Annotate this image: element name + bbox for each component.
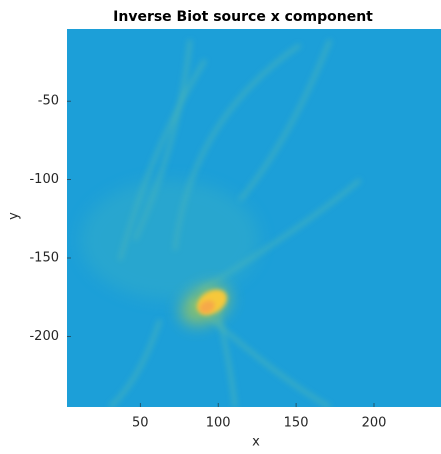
heatmap-image [67, 29, 441, 407]
y-axis-label: y [7, 212, 22, 220]
x-tick-label: 200 [362, 416, 387, 431]
axes: 50 100 150 200 -50 -100 -150 -200 [29, 94, 386, 431]
x-axis-label: x [252, 435, 260, 450]
x-tick-label: 50 [132, 416, 149, 431]
y-tick-label: -100 [29, 172, 59, 187]
chart-title: Inverse Biot source x component [113, 9, 373, 25]
x-tick-label: 150 [284, 416, 309, 431]
y-tick-label: -50 [38, 94, 59, 109]
y-tick-label: -150 [29, 250, 59, 265]
x-tick-label: 100 [206, 416, 231, 431]
y-tick-label: -200 [29, 329, 59, 344]
